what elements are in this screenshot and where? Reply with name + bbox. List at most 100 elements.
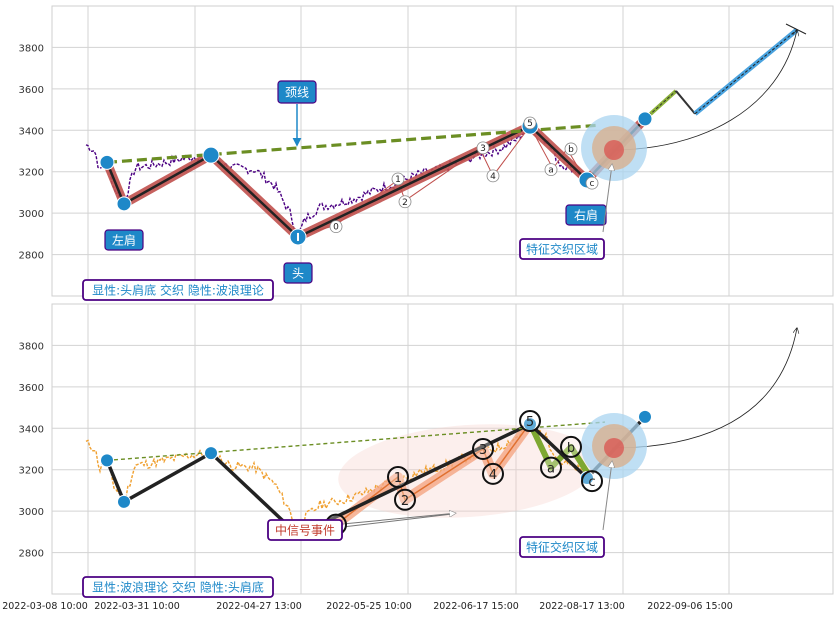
- bottom-grid: [52, 304, 833, 594]
- wave-label-b: b: [567, 441, 575, 456]
- wave-label-circle: [476, 141, 490, 155]
- wave-label-4: 4: [489, 468, 497, 483]
- x-tick-label: 2022-04-27 13:00: [216, 601, 302, 612]
- x-tick-label: 2022-03-08 10:00: [2, 601, 88, 612]
- pivot-marker: [100, 453, 114, 468]
- x-tick-label: 2022-08-17 13:00: [539, 601, 625, 612]
- x-tick-label: 2022-05-25 10:00: [326, 601, 412, 612]
- y-tick-label: 3200: [19, 168, 44, 179]
- top-y-tick-labels: 2800 3000 3200 3400 3600 3800: [19, 43, 44, 261]
- zone-label-box: [519, 238, 605, 260]
- pivot-marker: [99, 154, 115, 170]
- y-tick-label: 3800: [19, 341, 44, 352]
- bottom-zone-arrow: [602, 462, 612, 531]
- x-tick-label: 2022-09-06 15:00: [647, 601, 733, 612]
- bottom-zone-label: 特征交织区域: [526, 540, 598, 555]
- wave-label-circle: [581, 470, 603, 493]
- top-feature-zone: [581, 115, 647, 181]
- y-tick-label: 3800: [19, 43, 44, 54]
- wave-label-circle: [519, 410, 541, 433]
- y-tick-label: 3000: [19, 507, 44, 518]
- signal-label: 中信号事件: [275, 523, 335, 538]
- top-zone-core: [604, 140, 624, 160]
- x-tick-label: 2022-03-31 10:00: [94, 601, 180, 612]
- top-plot-area: [51, 5, 834, 297]
- wave-label-circle: [398, 195, 412, 209]
- wave-label-circle: [482, 462, 504, 485]
- y-tick-label: 3400: [19, 424, 44, 435]
- right-shoulder-label-box: [565, 204, 607, 226]
- pivot-marker: [202, 146, 220, 164]
- correction-band: [527, 421, 595, 482]
- wave-label-b: b: [568, 145, 574, 155]
- wave-label-1: 1: [395, 175, 401, 185]
- wave-label-circle: [585, 176, 599, 190]
- wave-label-3: 3: [479, 443, 487, 458]
- pivot-marker: [638, 409, 652, 424]
- pivot-marker: [204, 446, 218, 461]
- x-tick-labels: 2022-03-08 10:00 2022-03-31 10:00 2022-04-…: [2, 601, 733, 612]
- wave-label-circle: [391, 172, 405, 186]
- wave-label-2: 2: [402, 198, 408, 208]
- pivot-marker: [637, 111, 653, 127]
- top-neckline: [106, 123, 601, 164]
- top-info-box: 显性:头肩底 交织 隐性:波浪理论: [92, 283, 264, 298]
- bottom-plot-area: [51, 303, 834, 595]
- y-tick-label: 3600: [19, 85, 44, 96]
- zone-label: 特征交织区域: [526, 242, 598, 257]
- y-tick-label: 2800: [19, 251, 44, 262]
- pivot-marker: [117, 494, 131, 509]
- head-label: 头: [292, 267, 304, 281]
- bottom-zone-core: [604, 438, 624, 458]
- projection-dash: [694, 29, 798, 115]
- y-tick-label: 2800: [19, 549, 44, 560]
- wave-label-circle: [329, 220, 343, 234]
- top-chart-panel: 2800 3000 3200 3400 3600 3800 0 1 2 3 4 5 a b c 颈线左肩头…: [19, 5, 834, 301]
- y-tick-label: 3000: [19, 209, 44, 220]
- wave-label-2: 2: [401, 494, 409, 509]
- x-tick-label: 2022-06-17 15:00: [433, 601, 519, 612]
- y-tick-label: 3200: [19, 466, 44, 477]
- wave-label-a: a: [547, 462, 555, 477]
- wave-label-5: 5: [526, 415, 534, 430]
- wave-label-4: 4: [490, 172, 496, 182]
- left-shoulder-label-box: [104, 229, 144, 251]
- pivot-marker: [116, 196, 132, 212]
- wave-label-circle: [540, 456, 562, 479]
- wave-label-circle: [394, 488, 416, 511]
- zone-arrow: [602, 165, 612, 233]
- bottom-feature-zone: [581, 413, 647, 479]
- wave-label-1: 1: [394, 471, 402, 486]
- wave-label-circle: [486, 169, 500, 183]
- wave-label-3: 3: [480, 144, 486, 154]
- top-projection: [611, 23, 807, 151]
- wave-label-circle: [544, 163, 558, 177]
- wave-label-c: c: [588, 475, 595, 490]
- y-tick-label: 3400: [19, 126, 44, 137]
- wave-label-circle: [387, 465, 409, 488]
- neckline-label-box: [277, 80, 317, 104]
- wave-label-circle: [523, 116, 537, 130]
- wave-label-5: 5: [527, 119, 533, 129]
- wave-label-0: 0: [333, 223, 339, 233]
- signal-arrow: [335, 513, 455, 526]
- signal-label-box: [267, 519, 343, 541]
- wave-label-circle: [472, 438, 494, 460]
- bottom-zone-label-box: [519, 536, 605, 558]
- y-tick-label: 3600: [19, 383, 44, 394]
- wave-label-c: c: [590, 179, 595, 189]
- right-shoulder-label: 右肩: [574, 208, 598, 223]
- signal-arrow-edge: [345, 513, 451, 528]
- neckline-label: 颈线: [285, 86, 309, 100]
- top-wave-labels: 0 1 2 3 4 5 a b c: [329, 116, 599, 234]
- left-shoulder-label: 左肩: [112, 233, 136, 248]
- head-label-box: [283, 262, 313, 284]
- bottom-price-line: [85, 421, 589, 533]
- wave-label-circle: [560, 435, 582, 458]
- top-info-box-box: [82, 279, 274, 301]
